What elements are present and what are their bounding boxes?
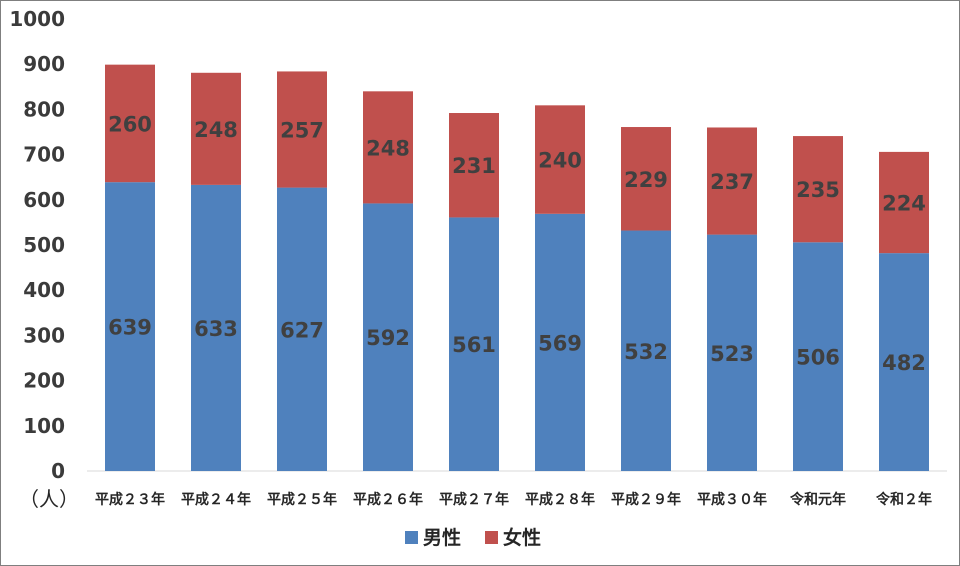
bar-female xyxy=(621,127,671,231)
data-label: 639 xyxy=(108,316,152,340)
bar-male xyxy=(105,182,155,471)
data-label: 240 xyxy=(538,149,582,173)
data-label: 237 xyxy=(710,170,754,194)
bar-male xyxy=(277,187,327,471)
bar-male xyxy=(879,253,929,471)
x-tick-label: 令和２年 xyxy=(875,491,932,508)
x-tick-label: 平成２９年 xyxy=(611,491,681,508)
legend-swatch xyxy=(405,531,418,544)
data-label: 231 xyxy=(452,154,496,178)
bar-female xyxy=(363,91,413,204)
legend-swatch xyxy=(485,531,498,544)
data-label: 482 xyxy=(882,351,926,375)
bar-female xyxy=(449,113,499,218)
data-label: 506 xyxy=(796,346,840,370)
bar-male xyxy=(621,230,671,471)
data-label: 224 xyxy=(882,192,926,216)
y-tick-label: 700 xyxy=(23,143,65,167)
bar-male xyxy=(535,213,585,471)
legend-label: 男性 xyxy=(423,526,461,549)
bar-female xyxy=(793,136,843,243)
legend-label: 女性 xyxy=(503,526,541,549)
x-tick-label: 平成２４年 xyxy=(181,491,251,508)
data-label: 569 xyxy=(538,331,582,355)
x-tick-label: 平成３０年 xyxy=(697,491,767,508)
bar-male xyxy=(191,184,241,471)
x-tick-label: 令和元年 xyxy=(789,491,846,508)
data-label: 257 xyxy=(280,119,324,143)
data-label: 627 xyxy=(280,318,324,342)
x-tick-label: 平成２７年 xyxy=(439,491,509,508)
bar-female xyxy=(535,105,585,214)
x-tick-label: 平成２３年 xyxy=(95,491,165,508)
data-label: 561 xyxy=(452,333,496,357)
y-unit-label: （人） xyxy=(19,487,79,511)
bar-female xyxy=(879,151,929,254)
y-tick-label: 100 xyxy=(23,414,65,438)
bar-female xyxy=(277,71,327,188)
y-tick-label: 800 xyxy=(23,97,65,121)
bar-female xyxy=(707,127,757,235)
x-tick-label: 平成２８年 xyxy=(525,491,595,508)
bar-male xyxy=(449,217,499,471)
data-label: 592 xyxy=(366,326,410,350)
y-tick-label: 600 xyxy=(23,188,65,212)
bar-male xyxy=(363,203,413,471)
y-tick-label: 0 xyxy=(51,459,65,483)
bar-male xyxy=(793,242,843,471)
y-tick-label: 200 xyxy=(23,369,65,393)
y-tick-label: 500 xyxy=(23,233,65,257)
data-label: 248 xyxy=(366,136,410,160)
bar-female xyxy=(105,64,155,183)
bar-female xyxy=(191,72,241,185)
y-tick-label: 300 xyxy=(23,323,65,347)
data-label: 248 xyxy=(194,118,238,142)
data-label: 633 xyxy=(194,317,238,341)
x-tick-label: 平成２６年 xyxy=(353,491,423,508)
y-tick-label: 400 xyxy=(23,278,65,302)
data-label: 532 xyxy=(624,340,668,364)
x-tick-label: 平成２５年 xyxy=(267,491,337,508)
y-tick-label: 1000 xyxy=(9,7,65,31)
data-label: 235 xyxy=(796,178,840,202)
y-tick-label: 900 xyxy=(23,52,65,76)
data-label: 229 xyxy=(624,168,668,192)
bar-male xyxy=(707,234,757,471)
data-label: 523 xyxy=(710,342,754,366)
data-label: 260 xyxy=(108,112,152,136)
